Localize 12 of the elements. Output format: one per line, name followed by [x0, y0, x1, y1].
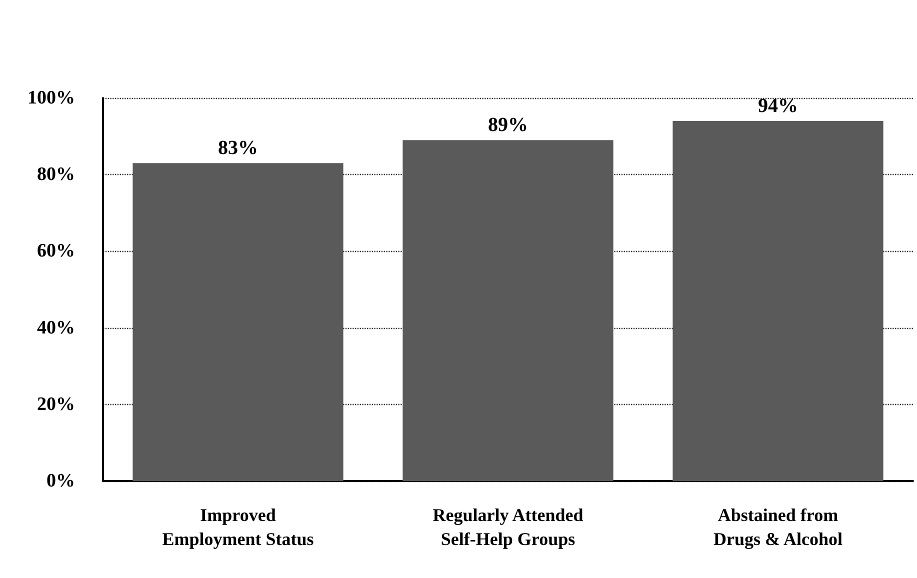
y-tick-label: 100% [28, 88, 75, 108]
data-label: 83% [218, 137, 258, 160]
data-label: 89% [488, 114, 528, 136]
y-tick-label: 80% [37, 164, 75, 186]
y-tick-label: 60% [37, 240, 75, 262]
data-label: 94% [758, 94, 798, 117]
y-tick-label: 20% [37, 394, 75, 415]
x-tick-label: Regularly Attended Self-Help Groups [432, 505, 584, 549]
y-tick-label: 40% [37, 317, 75, 338]
x-tick-label: Improved Employment Status [162, 505, 314, 549]
y-tick-label: 0% [46, 470, 75, 492]
x-tick-label: Abstained from Drugs & Alcohol [713, 505, 843, 549]
